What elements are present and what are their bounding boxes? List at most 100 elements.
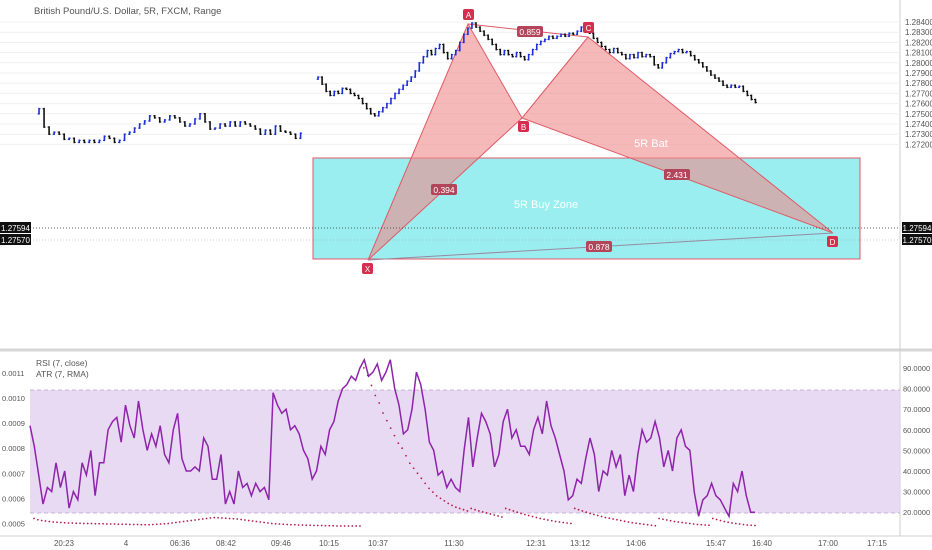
atr-point <box>447 502 450 505</box>
ratio-xb-text: 0.394 <box>433 185 455 195</box>
atr-point <box>355 525 358 527</box>
pattern-name-label: 5R Bat <box>634 138 668 150</box>
time-axis-label: 4 <box>124 539 129 548</box>
atr-point <box>389 427 392 430</box>
atr-point <box>443 500 446 502</box>
atr-axis-label: 0.0009 <box>2 419 25 428</box>
atr-point <box>209 517 212 519</box>
atr-point <box>619 519 622 522</box>
atr-point <box>719 519 722 522</box>
atr-point <box>274 522 277 525</box>
price-axis-label: 1.27600 <box>905 100 932 109</box>
svg-text:C: C <box>586 24 592 33</box>
atr-point <box>504 507 507 510</box>
atr-point <box>677 521 680 523</box>
rsi-band <box>30 390 900 513</box>
time-axis-label: 12:31 <box>526 539 547 548</box>
rsi-axis-label: 20.0000 <box>903 508 930 517</box>
price-axis-label: 1.28100 <box>905 49 932 58</box>
point-label-c: C <box>583 22 594 33</box>
atr-point <box>67 522 70 524</box>
atr-point <box>627 521 630 523</box>
atr-point <box>236 518 239 520</box>
atr-point <box>378 402 381 404</box>
atr-axis-label: 0.0006 <box>2 494 25 503</box>
atr-point <box>140 523 143 526</box>
atr-point <box>316 524 319 527</box>
time-axis-label: 14:06 <box>626 539 647 548</box>
atr-point <box>136 523 139 526</box>
atr-point <box>163 522 166 525</box>
atr-point <box>71 522 74 524</box>
second-price-tag-text: 1.27570 <box>903 236 932 245</box>
atr-point <box>508 508 511 511</box>
atr-point <box>635 522 638 525</box>
atr-point <box>128 523 131 526</box>
atr-point <box>685 522 687 524</box>
atr-point <box>428 487 430 490</box>
atr-point <box>351 525 354 527</box>
atr-point <box>566 522 568 524</box>
atr-point <box>90 522 93 525</box>
rsi-axis[interactable]: 90.0000 80.0000 70.0000 60.0000 50.0000 40.00… <box>903 364 930 517</box>
atr-point <box>290 523 292 526</box>
svg-text:D: D <box>830 238 836 247</box>
atr-point <box>267 522 269 524</box>
atr-point <box>612 518 615 520</box>
svg-text:X: X <box>365 265 371 274</box>
point-label-a: A <box>463 9 474 20</box>
atr-point <box>324 524 327 527</box>
atr-point <box>263 521 266 524</box>
atr-point <box>194 519 196 521</box>
atr-point <box>182 520 185 523</box>
atr-point <box>570 522 572 525</box>
atr-point <box>535 516 538 519</box>
point-label-x: X <box>362 263 373 274</box>
atr-point <box>362 366 365 369</box>
atr-point <box>520 512 522 515</box>
atr-point <box>547 519 549 521</box>
atr-point <box>458 507 461 510</box>
time-axis-label: 20:23 <box>54 539 75 548</box>
time-axis-label: 06:36 <box>170 539 191 548</box>
price-axis-label: 1.27200 <box>905 140 932 149</box>
atr-point <box>332 524 335 527</box>
atr-point <box>86 522 89 525</box>
atr-point <box>121 523 124 526</box>
symbol-title: British Pound/U.S. Dollar, 5R, FXCM, Ran… <box>34 6 221 17</box>
left-price-tag-1 <box>0 222 31 233</box>
atr-point <box>727 521 730 524</box>
atr-point <box>577 508 580 511</box>
atr-point <box>232 517 235 520</box>
atr-point <box>715 518 718 521</box>
price-axis-label: 1.27800 <box>905 79 932 88</box>
atr-point <box>696 523 699 526</box>
atr-point <box>665 519 668 521</box>
atr-point <box>573 507 576 510</box>
atr-point <box>79 522 81 525</box>
atr-point <box>631 521 634 524</box>
current-price-tag <box>902 222 932 233</box>
atr-axis[interactable]: 0.0011 0.0010 0.0009 0.0008 0.0007 0.0006 0.00… <box>2 369 25 529</box>
atr-point <box>424 482 427 485</box>
time-axis[interactable]: 20:23 4 06:36 08:42 09:46 10:15 10:37 11:30 12:3… <box>54 539 888 548</box>
atr-point <box>474 508 476 511</box>
atr-axis-label: 0.0005 <box>2 520 25 529</box>
atr-point <box>343 525 346 527</box>
ratio-label-xd: 0.878 <box>586 241 612 252</box>
rsi-legend: RSI (7, close) <box>36 358 88 368</box>
atr-point <box>217 516 219 519</box>
atr-point <box>186 520 189 522</box>
atr-point <box>654 524 657 527</box>
second-price-tag <box>902 234 932 245</box>
atr-point <box>708 524 710 527</box>
atr-point <box>558 521 561 523</box>
rsi-axis-label: 90.0000 <box>903 364 930 373</box>
atr-point <box>692 523 695 525</box>
atr-point <box>489 513 492 515</box>
price-axis-label: 1.27300 <box>905 130 932 139</box>
atr-point <box>497 515 499 517</box>
atr-point <box>171 522 173 524</box>
